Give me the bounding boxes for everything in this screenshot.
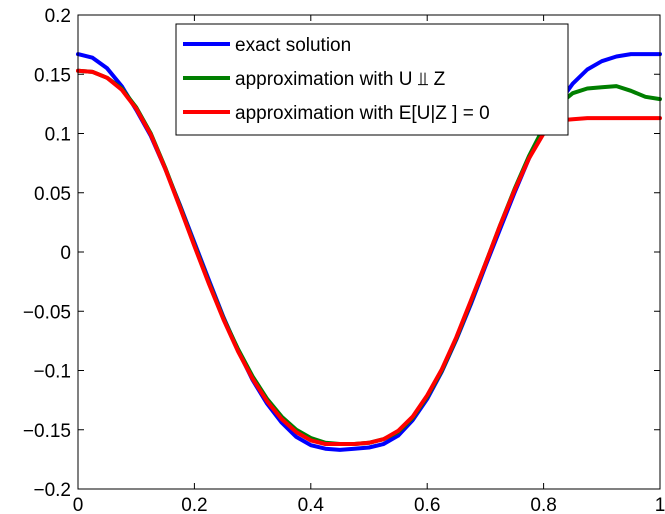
x-tick-label: 0.4 [298, 495, 325, 514]
legend-label-1: exact solution [235, 35, 351, 56]
x-tick-label: 0.6 [414, 495, 440, 514]
x-tick-label: 0 [73, 495, 84, 514]
legend-label-2: approximation with U ⫫ Z [235, 69, 446, 90]
y-tick-label: −0.1 [33, 362, 71, 383]
y-tick-label: 0.2 [45, 6, 71, 27]
y-tick-label: 0.05 [34, 184, 71, 205]
legend-box [175, 23, 569, 136]
y-tick-label: 0.1 [45, 125, 71, 146]
legend: exact solution approximation with U ⫫ Z ap… [175, 23, 569, 136]
y-tick-label: −0.15 [23, 421, 71, 442]
y-tick-label: −0.2 [33, 480, 71, 501]
x-tick-label: 0.8 [530, 495, 556, 514]
legend-label-3: approximation with E[U|Z ] = 0 [235, 103, 490, 124]
x-tick-label: 0.2 [181, 495, 207, 514]
y-tick-label: −0.05 [23, 302, 71, 323]
axis-ticks: 0 0.2 0.4 0.6 0.8 1 0.2 0.15 0.1 0.05 0 −0.05 −0.1 −0… [23, 6, 665, 514]
y-tick-label: 0.15 [34, 65, 71, 86]
x-tick-label: 1 [655, 495, 665, 514]
y-tick-label: 0 [60, 243, 71, 264]
